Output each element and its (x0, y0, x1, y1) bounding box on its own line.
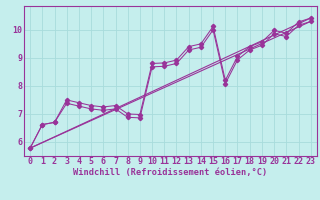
X-axis label: Windchill (Refroidissement éolien,°C): Windchill (Refroidissement éolien,°C) (73, 168, 268, 177)
